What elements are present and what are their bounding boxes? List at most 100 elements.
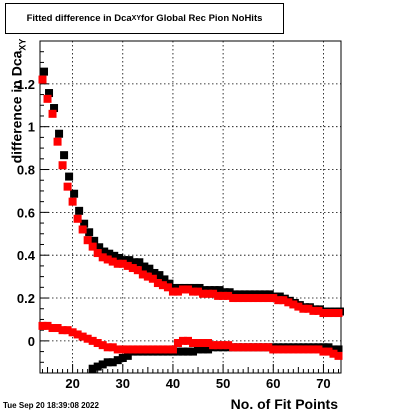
data-point — [145, 264, 154, 273]
title-subscript: XY — [131, 15, 141, 22]
data-point — [53, 137, 62, 146]
data-point — [63, 326, 72, 335]
data-point — [123, 351, 132, 360]
data-point — [215, 286, 224, 295]
data-point — [103, 343, 112, 352]
data-point — [319, 309, 328, 318]
data-point — [148, 274, 157, 283]
data-point — [183, 347, 192, 356]
data-point — [65, 172, 74, 181]
data-point — [204, 289, 213, 298]
data-point — [224, 291, 233, 300]
data-point — [123, 261, 132, 270]
x-tick-label: 30 — [116, 376, 130, 391]
data-point — [48, 109, 57, 118]
y-tick-label: 0.2 — [17, 291, 35, 306]
data-point — [150, 268, 159, 277]
data-point — [329, 309, 338, 318]
data-point — [110, 251, 119, 260]
data-point — [254, 294, 263, 303]
data-point — [68, 328, 77, 337]
y-tick-label: 1.2 — [17, 77, 35, 92]
data-point — [274, 345, 283, 354]
data-point — [70, 189, 79, 198]
data-point — [178, 347, 187, 356]
data-point — [264, 343, 273, 352]
data-point — [163, 283, 172, 292]
data-point — [249, 343, 258, 352]
data-point — [329, 349, 338, 358]
data-point — [168, 345, 177, 354]
data-point — [173, 347, 182, 356]
data-point — [83, 334, 92, 343]
data-point — [204, 339, 213, 348]
data-point — [68, 197, 77, 206]
data-point — [189, 347, 198, 356]
data-point — [269, 294, 278, 303]
data-point — [219, 341, 228, 350]
data-point — [178, 285, 187, 294]
data-point — [324, 343, 333, 352]
data-point — [194, 339, 203, 348]
data-point — [153, 279, 162, 288]
data-point — [204, 345, 213, 354]
data-point — [173, 339, 182, 348]
data-point — [108, 358, 117, 367]
data-point — [314, 306, 323, 315]
data-point — [319, 347, 328, 356]
data-point — [125, 256, 134, 265]
data-point — [105, 249, 114, 258]
data-point — [85, 228, 94, 237]
data-point — [73, 330, 82, 339]
data-point — [103, 358, 112, 367]
data-point — [113, 259, 122, 268]
data-point — [299, 345, 308, 354]
data-point — [53, 324, 62, 333]
plot-frame — [39, 40, 342, 374]
data-point — [249, 294, 258, 303]
data-point — [309, 345, 318, 354]
data-point — [214, 341, 223, 350]
data-point — [108, 343, 117, 352]
data-point — [140, 262, 149, 271]
y-tick-label: 1 — [28, 120, 35, 135]
data-point — [299, 304, 308, 313]
data-point — [128, 345, 137, 354]
data-point — [160, 275, 169, 284]
data-point — [234, 343, 243, 352]
data-point — [178, 336, 187, 345]
data-point — [334, 309, 343, 318]
data-point — [80, 219, 89, 228]
data-point — [158, 281, 167, 290]
data-point — [113, 345, 122, 354]
data-point — [103, 255, 112, 264]
data-point — [168, 287, 177, 296]
data-point — [284, 345, 293, 354]
data-point — [123, 345, 132, 354]
data-point — [43, 94, 52, 103]
data-point — [63, 182, 72, 191]
data-point — [189, 339, 198, 348]
data-point — [264, 294, 273, 303]
data-point — [55, 129, 64, 138]
data-point — [58, 326, 67, 335]
data-point — [309, 306, 318, 315]
data-point — [113, 356, 122, 365]
data-point — [78, 332, 87, 341]
data-point — [219, 291, 228, 300]
data-point — [294, 345, 303, 354]
data-point — [43, 321, 52, 330]
data-point — [118, 345, 127, 354]
data-point — [158, 345, 167, 354]
data-point — [229, 294, 238, 303]
data-point — [135, 258, 144, 267]
data-point — [214, 291, 223, 300]
data-point — [98, 253, 107, 262]
data-point — [259, 343, 268, 352]
data-point — [153, 345, 162, 354]
data-point — [88, 336, 97, 345]
data-point — [83, 236, 92, 245]
data-point — [173, 287, 182, 296]
data-point — [209, 289, 218, 298]
data-point — [148, 345, 157, 354]
